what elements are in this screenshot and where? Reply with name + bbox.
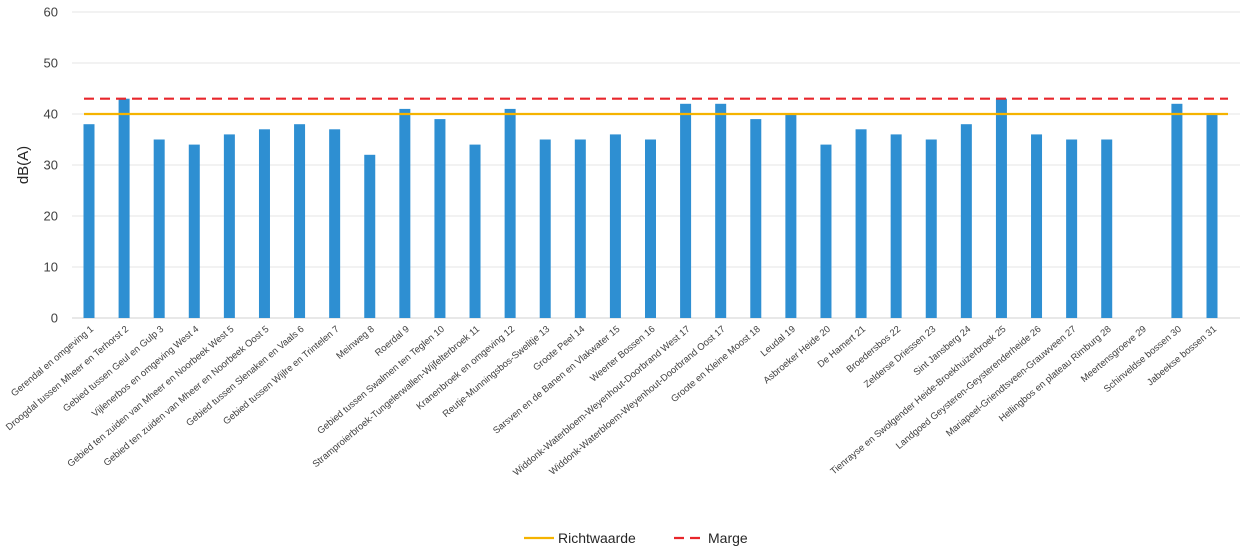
bar <box>504 108 516 319</box>
legend: Richtwaarde Marge <box>524 530 748 546</box>
bar <box>925 139 937 318</box>
y-axis-label: dB(A) <box>15 146 32 184</box>
legend-label: Richtwaarde <box>558 530 636 546</box>
x-tick-label: Mariapeel-Griendtsveen-Grauwveen 27 <box>944 324 1078 439</box>
reference-lines <box>84 97 1228 116</box>
bar <box>118 98 130 318</box>
bar <box>1066 139 1078 318</box>
y-tick-label: 0 <box>51 311 58 326</box>
x-tick-label: Stramproierbroek-Tungelerwallen-Wijfelte… <box>311 324 482 470</box>
bar <box>785 114 797 318</box>
bar <box>469 144 481 318</box>
x-tick-label: Meinweg 8 <box>334 324 376 362</box>
y-tick-label: 20 <box>44 209 58 224</box>
bar <box>539 139 551 318</box>
bar <box>820 144 832 318</box>
bar <box>399 108 411 319</box>
bar <box>294 124 306 318</box>
bar <box>83 124 95 318</box>
x-tick-label: Asbroeker Heide 20 <box>762 324 833 386</box>
bar <box>1031 134 1043 318</box>
y-tick-label: 10 <box>44 260 58 275</box>
x-tick-label: Gebied tussen Swalmen ten Teglen 10 <box>315 324 447 437</box>
bar <box>995 98 1007 318</box>
y-tick-label: 50 <box>44 56 58 71</box>
x-tick-label: Sarsven en de Banen en Vlakwater 15 <box>491 324 622 437</box>
bar <box>609 134 621 318</box>
legend-label: Marge <box>708 530 748 546</box>
bar <box>1101 139 1113 318</box>
bar <box>1171 103 1183 318</box>
bar <box>960 124 972 318</box>
bar <box>890 134 902 318</box>
bar <box>434 119 446 318</box>
bar <box>153 139 165 318</box>
bar <box>258 129 270 318</box>
x-tick-label: Gebied ten zuiden van Mheer en Noorbeek … <box>102 324 272 469</box>
y-tick-label: 40 <box>44 107 58 122</box>
bar <box>364 154 376 318</box>
bar <box>1206 114 1218 318</box>
bar <box>715 103 727 318</box>
bar <box>680 103 692 318</box>
bar <box>855 129 867 318</box>
y-tick-label: 30 <box>44 158 58 173</box>
y-axis-ticks: 0 10 20 30 40 50 60 <box>44 5 58 326</box>
bar <box>750 119 762 318</box>
bar <box>645 139 656 318</box>
bars <box>83 98 1218 319</box>
x-tick-label: Gebied ten zuiden van Mheer en Noorbeek … <box>66 324 237 470</box>
bar <box>329 129 341 318</box>
bar <box>574 139 586 318</box>
y-tick-label: 60 <box>44 5 58 20</box>
bar <box>223 134 235 318</box>
bar <box>188 144 200 318</box>
